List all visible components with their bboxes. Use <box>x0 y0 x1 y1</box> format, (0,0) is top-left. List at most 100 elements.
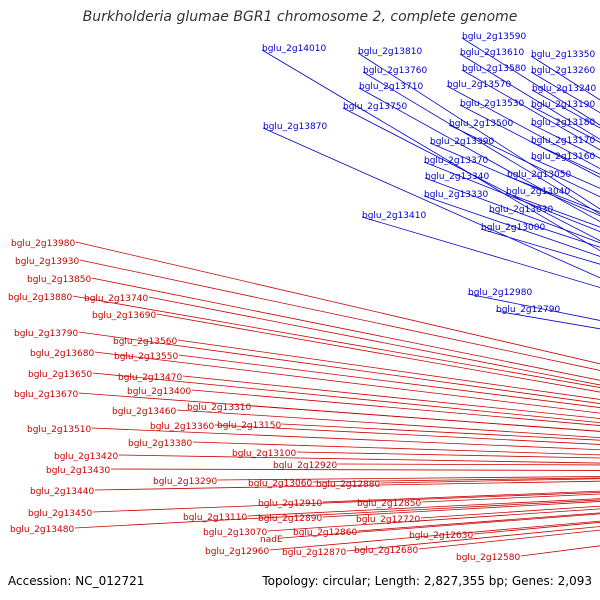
reverse-gene-label: bglu_2g13980 <box>11 239 75 249</box>
forward-connector-line <box>488 210 600 248</box>
reverse-gene-label: bglu_2g13380 <box>128 439 192 449</box>
reverse-gene-label: bglu_2g13790 <box>14 329 78 339</box>
forward-gene-label: bglu_2g13580 <box>462 64 526 74</box>
forward-connector-line <box>467 293 600 321</box>
reverse-gene-label: bglu_2g12580 <box>456 553 520 563</box>
forward-gene-label: bglu_2g13240 <box>532 84 596 94</box>
reverse-connector-line <box>178 354 600 408</box>
reverse-connector-line <box>156 313 600 393</box>
forward-connector-line <box>423 195 600 257</box>
reverse-connector-line <box>94 351 600 414</box>
reverse-connector-line <box>296 451 600 459</box>
reverse-connector-line <box>78 331 600 404</box>
forward-gene-label: bglu_2g12980 <box>468 288 532 298</box>
forward-gene-label: bglu_2g13170 <box>531 136 595 146</box>
reverse-gene-label: bglu_2g13690 <box>92 311 156 321</box>
forward-connector-line <box>424 177 600 244</box>
reverse-connector-line <box>91 427 600 451</box>
reverse-gene-label: bglu_2g12870 <box>282 548 346 558</box>
reverse-connector-line <box>176 409 600 439</box>
reverse-gene-label: bglu_2g12860 <box>293 528 357 538</box>
forward-gene-label: bglu_2g14010 <box>262 44 326 54</box>
reverse-gene-label: bglu_2g13450 <box>28 509 92 519</box>
reverse-gene-label: bglu_2g13100 <box>232 449 296 459</box>
forward-gene-label: bglu_2g13500 <box>449 119 513 129</box>
forward-gene-label: bglu_2g13760 <box>363 66 427 76</box>
reverse-gene-label: nadE <box>260 535 283 545</box>
reverse-gene-label: bglu_2g12890 <box>258 514 322 524</box>
forward-connector-line <box>429 142 600 217</box>
reverse-connector-line <box>110 468 600 471</box>
reverse-gene-label: bglu_2g12720 <box>356 515 420 525</box>
reverse-connector-line <box>312 477 600 483</box>
reverse-gene-label: bglu_2g12680 <box>354 546 418 556</box>
forward-gene-label: bglu_2g13040 <box>506 187 570 197</box>
reverse-connector-line <box>94 480 600 491</box>
forward-gene-label: bglu_2g13180 <box>531 118 595 128</box>
reverse-connector-line <box>91 277 600 381</box>
reverse-gene-label: bglu_2g13060 <box>248 479 312 489</box>
forward-connector-line <box>459 104 600 178</box>
reverse-gene-label: bglu_2g13670 <box>14 390 78 400</box>
forward-connector-line <box>530 55 600 101</box>
reverse-gene-label: bglu_2g13510 <box>27 425 91 435</box>
reverse-connector-line <box>322 490 600 503</box>
reverse-connector-line <box>72 295 600 388</box>
forward-connector-line <box>448 124 600 198</box>
reverse-connector-line <box>421 493 600 503</box>
forward-connector-line <box>262 127 600 279</box>
map-title: Burkholderia glumae BGR1 chromosome 2, c… <box>82 9 518 25</box>
reverse-gene-label: bglu_2g13560 <box>113 337 177 347</box>
reverse-connector-line <box>281 513 600 539</box>
reverse-connector-line <box>247 498 600 517</box>
forward-connector-line <box>261 49 600 252</box>
reverse-connector-line <box>380 478 600 484</box>
forward-connector-line <box>459 53 600 140</box>
reverse-connector-line <box>79 259 600 371</box>
reverse-connector-line <box>337 463 600 466</box>
forward-connector-line <box>423 161 600 232</box>
reverse-gene-label: bglu_2g12960 <box>205 547 269 557</box>
reverse-connector-line <box>418 529 600 550</box>
forward-connector-line <box>342 107 600 242</box>
forward-gene-label: bglu_2g13870 <box>263 122 327 132</box>
forward-connector-line <box>480 228 600 265</box>
reverse-gene-label: bglu_2g13740 <box>84 294 148 304</box>
reverse-connector-line <box>520 545 600 557</box>
forward-connector-line <box>446 85 600 170</box>
forward-connector-line <box>461 69 600 151</box>
reverse-connector-line <box>267 508 600 532</box>
reverse-gene-label: bglu_2g13460 <box>112 407 176 417</box>
forward-gene-label: bglu_2g13530 <box>460 99 524 109</box>
reverse-gene-label: bglu_2g13070 <box>203 528 267 538</box>
forward-connector-line <box>357 52 600 210</box>
reverse-gene-label: bglu_2g13400 <box>127 387 191 397</box>
reverse-gene-label: bglu_2g13550 <box>114 352 178 362</box>
forward-gene-label: bglu_2g13190 <box>531 100 595 110</box>
reverse-connector-line <box>148 296 600 386</box>
reverse-connector-line <box>74 499 600 529</box>
forward-gene-label: bglu_2g12790 <box>496 305 560 315</box>
forward-gene-label: bglu_2g13610 <box>460 48 524 58</box>
forward-gene-label: bglu_2g13750 <box>343 102 407 112</box>
reverse-gene-label: bglu_2g13440 <box>30 487 94 497</box>
reverse-connector-line <box>322 501 600 518</box>
reverse-connector-line <box>217 476 600 481</box>
forward-connector-line <box>361 216 600 288</box>
forward-connector-line <box>495 310 600 330</box>
forward-gene-label: bglu_2g13710 <box>359 82 423 92</box>
reverse-gene-label: bglu_2g13290 <box>153 477 217 487</box>
topology-text: Topology: circular; Length: 2,827,355 bp… <box>262 574 592 588</box>
reverse-gene-label: bglu_2g13650 <box>28 370 92 380</box>
forward-connector-line <box>358 87 600 222</box>
forward-gene-label: bglu_2g13030 <box>489 205 553 215</box>
reverse-gene-label: bglu_2g12850 <box>357 499 421 509</box>
forward-gene-label: bglu_2g13390 <box>430 137 494 147</box>
reverse-connector-line <box>214 424 600 445</box>
reverse-gene-label: bglu_2g12910 <box>258 499 322 509</box>
forward-gene-label: bglu_2g13330 <box>424 190 488 200</box>
reverse-gene-label: bglu_2g13420 <box>54 452 118 462</box>
forward-gene-label: bglu_2g13410 <box>362 211 426 221</box>
forward-gene-label: bglu_2g13160 <box>531 152 595 162</box>
